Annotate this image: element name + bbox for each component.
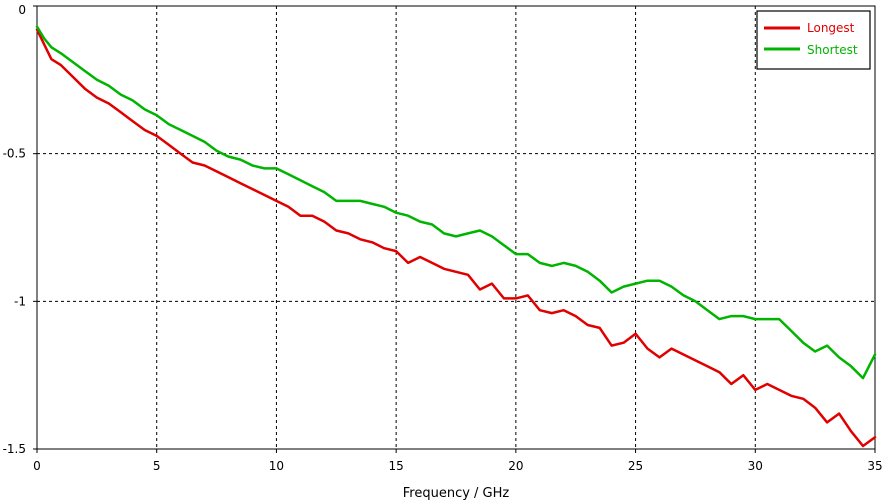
y-tick-label: -1.5 — [3, 442, 26, 456]
legend-label-longest: Longest — [807, 21, 855, 35]
x-tick-label: 25 — [628, 459, 643, 473]
y-tick-label: -0.5 — [3, 147, 26, 161]
x-axis-label: Frequency / GHz — [403, 486, 510, 501]
series-line-longest — [35, 28, 877, 448]
legend-box — [756, 10, 871, 70]
legend: Longest Shortest — [756, 10, 871, 70]
x-tick-label: 20 — [508, 459, 523, 473]
x-tick-label: 10 — [269, 459, 284, 473]
series-line-shortest — [35, 25, 877, 380]
legend-label-shortest: Shortest — [807, 43, 858, 57]
x-tick-labels: 0 5 10 15 20 25 30 35 — [33, 459, 882, 473]
x-tick-label: 5 — [153, 459, 161, 473]
y-tick-label: -1 — [14, 294, 26, 308]
x-tick-label: 30 — [748, 459, 763, 473]
grid-lines — [37, 6, 875, 449]
tick-marks — [33, 5, 876, 453]
y-tick-label: 0 — [18, 3, 26, 17]
x-tick-label: 35 — [867, 459, 882, 473]
plot-area-border — [36, 5, 876, 450]
x-tick-label: 15 — [389, 459, 404, 473]
series-lines — [35, 25, 877, 448]
y-tick-labels: 0 -0.5 -1 -1.5 — [3, 3, 26, 456]
x-tick-label: 0 — [33, 459, 41, 473]
